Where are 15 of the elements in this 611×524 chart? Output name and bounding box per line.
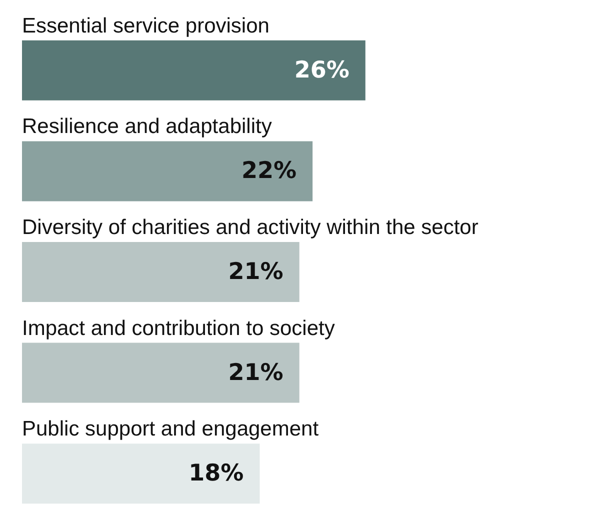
- y-tick-label: Essential service provision: [22, 14, 270, 38]
- bar: [22, 342, 300, 403]
- bar: [22, 141, 313, 202]
- y-tick-label: Resilience and adaptability: [22, 115, 272, 138]
- bar: [22, 242, 300, 302]
- data-label: 18%: [188, 460, 244, 487]
- bar: [22, 40, 366, 100]
- y-tick-label: Public support and engagement: [22, 418, 319, 441]
- data-label: 26%: [294, 57, 350, 84]
- data-label: 21%: [228, 360, 284, 386]
- y-tick-label: Diversity of charities and activity within the sector: [22, 216, 478, 239]
- data-label: 21%: [228, 259, 284, 285]
- data-label: 22%: [241, 158, 297, 184]
- y-tick-label: Impact and contribution to society: [22, 316, 336, 340]
- bar: [22, 444, 260, 504]
